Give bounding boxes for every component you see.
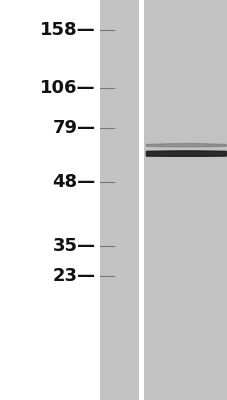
Bar: [140, 0, 142, 400]
Bar: [100, 0, 138, 400]
Text: 79—: 79—: [52, 119, 95, 137]
Text: 23—: 23—: [52, 267, 95, 285]
Text: 158—: 158—: [40, 21, 95, 39]
Text: 35—: 35—: [52, 237, 95, 255]
Bar: [143, 0, 227, 400]
Text: 106—: 106—: [40, 79, 95, 97]
Text: 48—: 48—: [52, 173, 95, 191]
